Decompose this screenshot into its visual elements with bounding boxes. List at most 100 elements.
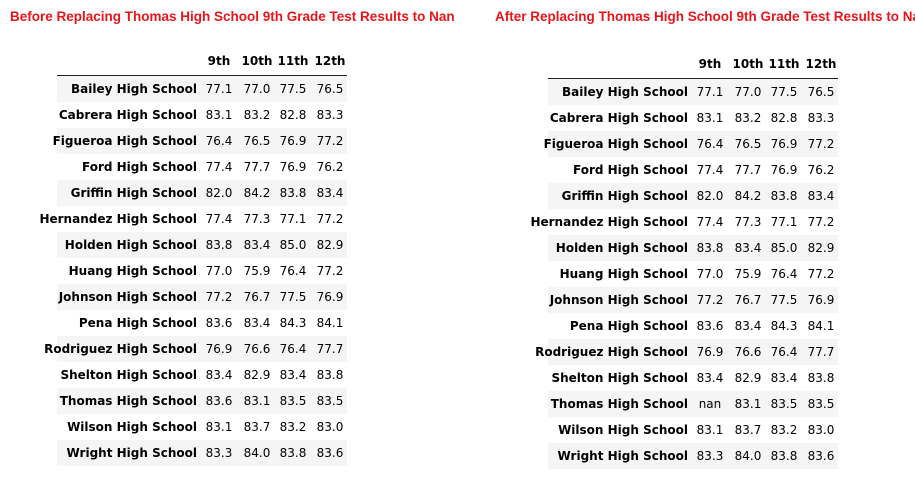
table-cell: 77.2: [696, 293, 724, 307]
table-cell: 84.1: [316, 316, 344, 330]
row-label: Thomas High School: [550, 397, 688, 411]
table-cell: 84.0: [734, 449, 762, 463]
table-cell: 83.8: [807, 371, 835, 385]
table-cell: 77.2: [205, 290, 233, 304]
row-label: Shelton High School: [60, 368, 197, 382]
table-cell: 82.0: [205, 186, 233, 200]
row-label: Johnson High School: [58, 290, 197, 304]
table-cell: 77.4: [696, 215, 724, 229]
title: Before Replacing Thomas High School 9th …: [10, 9, 455, 24]
table-cell: 85.0: [770, 241, 798, 255]
table-cell: 77.7: [243, 160, 271, 174]
table-row: Ford High School 77.4 77.7 76.9 76.2: [548, 157, 838, 183]
table-cell: 83.2: [770, 423, 798, 437]
table-row: Huang High School 77.0 75.9 76.4 77.2: [57, 258, 347, 284]
table-cell: 77.1: [770, 215, 798, 229]
table-cell: 77.3: [243, 212, 271, 226]
table-row: Wright High School 83.3 84.0 83.8 83.6: [57, 440, 347, 466]
table-cell: 76.9: [770, 137, 798, 151]
table-cell: 83.4: [734, 319, 762, 333]
table-cell: 82.9: [807, 241, 835, 255]
table-cell: 76.9: [205, 342, 233, 356]
row-label: Cabrera High School: [58, 108, 197, 122]
table-cell: 76.9: [316, 290, 344, 304]
table-cell: 83.8: [770, 189, 798, 203]
row-label: Johnson High School: [549, 293, 688, 307]
table-row: Holden High School 83.8 83.4 85.0 82.9: [57, 232, 347, 258]
table-cell: 83.1: [243, 394, 271, 408]
title: After Replacing Thomas High School 9th G…: [495, 9, 915, 24]
table-cell: 83.4: [243, 238, 271, 252]
table-cell: 76.2: [807, 163, 835, 177]
table-cell: 77.2: [316, 212, 344, 226]
row-label: Bailey High School: [562, 85, 688, 99]
table-row: Griffin High School 82.0 84.2 83.8 83.4: [548, 183, 838, 209]
table-cell: 83.4: [205, 368, 233, 382]
row-label: Huang High School: [68, 264, 197, 278]
table-cell: 77.5: [770, 85, 798, 99]
header-row: 9th 10th 11th 12th: [57, 48, 347, 74]
table-row: Shelton High School 83.4 82.9 83.4 83.8: [57, 362, 347, 388]
table-cell: 76.5: [316, 82, 344, 96]
row-label: Griffin High School: [70, 186, 197, 200]
table-cell: 76.7: [734, 293, 762, 307]
table-cell: 83.4: [770, 371, 798, 385]
table-cell: 84.0: [243, 446, 271, 460]
table-row: Johnson High School 77.2 76.7 77.5 76.9: [57, 284, 347, 310]
header-border: [57, 75, 347, 76]
table-row: Cabrera High School 83.1 83.2 82.8 83.3: [548, 105, 838, 131]
table-cell: 77.2: [807, 267, 835, 281]
table-cell: 77.5: [279, 290, 307, 304]
table-cell: 76.2: [316, 160, 344, 174]
table-cell: 77.0: [205, 264, 233, 278]
table-row: Cabrera High School 83.1 83.2 82.8 83.3: [57, 102, 347, 128]
row-label: Wilson High School: [67, 420, 197, 434]
table-cell: 76.9: [279, 160, 307, 174]
row-label: Rodriguez High School: [535, 345, 688, 359]
table-cell: 75.9: [734, 267, 762, 281]
table-cell: 77.7: [734, 163, 762, 177]
table-cell: 83.6: [316, 446, 344, 460]
column-header: 12th: [314, 54, 346, 68]
table-cell: 77.7: [807, 345, 835, 359]
table-cell: 77.5: [770, 293, 798, 307]
row-label: Ford High School: [572, 163, 688, 177]
header-row: 9th 10th 11th 12th: [548, 51, 838, 77]
table-cell: 83.4: [243, 316, 271, 330]
table-cell: 83.1: [734, 397, 762, 411]
table-row: Rodriguez High School 76.9 76.6 76.4 77.7: [535, 339, 838, 365]
table-row: Wilson High School 83.1 83.7 83.2 83.0: [548, 417, 838, 443]
row-label: Pena High School: [78, 316, 197, 330]
table-cell: 77.4: [205, 212, 233, 226]
table-row: Johnson High School 77.2 76.7 77.5 76.9: [548, 287, 838, 313]
table-cell: 84.2: [734, 189, 762, 203]
table-cell: 76.9: [807, 293, 835, 307]
table-cell: 83.3: [316, 108, 344, 122]
table-cell: nan: [698, 397, 722, 411]
table-cell: 77.0: [243, 82, 271, 96]
table-cell: 84.1: [807, 319, 835, 333]
table-row: Rodriguez High School 76.9 76.6 76.4 77.7: [44, 336, 347, 362]
table-cell: 83.7: [243, 420, 271, 434]
table-cell: 76.4: [205, 134, 233, 148]
table-cell: 82.0: [696, 189, 724, 203]
table-row: Figueroa High School 76.4 76.5 76.9 77.2: [544, 131, 838, 157]
table-cell: 76.4: [696, 137, 724, 151]
table-cell: 83.4: [279, 368, 307, 382]
row-label: Ford High School: [81, 160, 197, 174]
table-cell: 76.5: [734, 137, 762, 151]
table-cell: 82.9: [734, 371, 762, 385]
table-cell: 83.4: [807, 189, 835, 203]
row-label: Thomas High School: [59, 394, 197, 408]
table-cell: 77.3: [734, 215, 762, 229]
table-cell: 76.6: [734, 345, 762, 359]
table-row: Bailey High School 77.1 77.0 77.5 76.5: [57, 76, 347, 102]
column-header: 11th: [277, 54, 309, 68]
table-cell: 76.5: [243, 134, 271, 148]
table-cell: 76.4: [279, 264, 307, 278]
table-row: Ford High School 77.4 77.7 76.9 76.2: [57, 154, 347, 180]
table-cell: 76.4: [770, 345, 798, 359]
table-cell: 83.4: [696, 371, 724, 385]
table-cell: 83.6: [807, 449, 835, 463]
table-cell: 83.8: [770, 449, 798, 463]
